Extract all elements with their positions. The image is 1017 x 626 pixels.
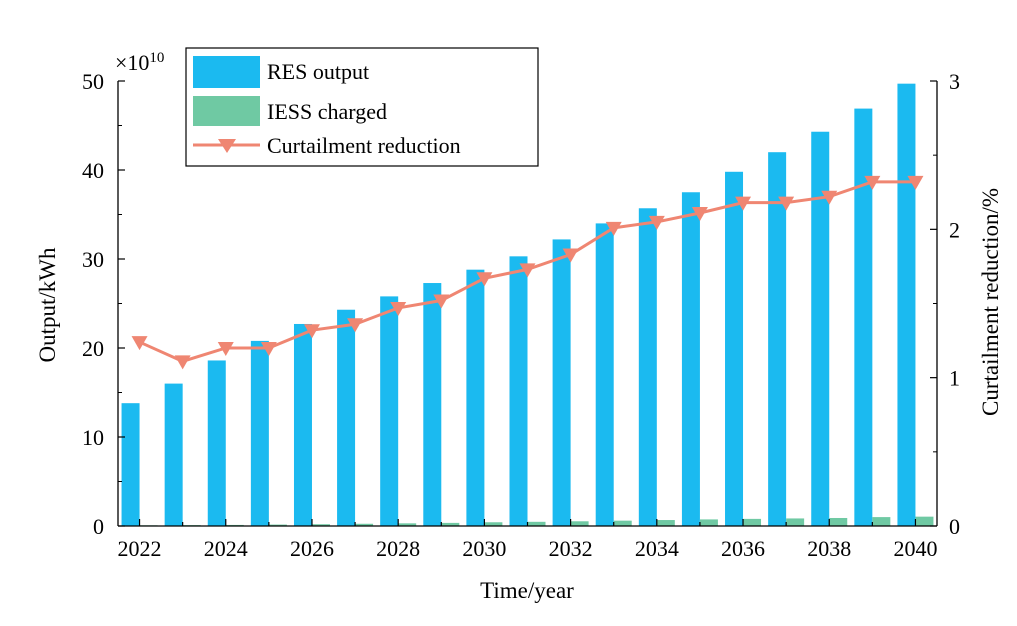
iess-charged-bar-2033	[613, 520, 632, 526]
legend-label-curtailment-reduction: Curtailment reduction	[267, 133, 461, 158]
x-tick-label-2022: 2022	[118, 536, 162, 561]
x-tick-label-2026: 2026	[290, 536, 334, 561]
iess-charged-bar-2031	[527, 521, 546, 526]
res-output-bar-2031	[509, 256, 528, 526]
curtailment-reduction-point-2036	[735, 196, 752, 211]
y-left-tick-label-30: 30	[82, 247, 104, 272]
x-tick-label-2040: 2040	[893, 536, 937, 561]
res-output-bar-2023	[164, 383, 183, 526]
curtailment-reduction-point-2029	[433, 294, 450, 309]
curtailment-reduction-point-2025	[260, 342, 277, 356]
iess-charged-bar-2028	[398, 523, 417, 526]
legend-label-iess-charged: IESS charged	[267, 99, 387, 124]
curtailment-reduction-point-2035	[691, 207, 708, 222]
x-tick-label-2034: 2034	[635, 536, 679, 561]
bars-layer	[121, 83, 934, 527]
curtailment-reduction-point-2022	[131, 336, 148, 351]
curtailment-reduction-point-2033	[605, 221, 622, 236]
iess-charged-bar-2035	[699, 519, 718, 526]
res-output-bar-2033	[595, 223, 614, 526]
curtailment-reduction-point-2030	[476, 272, 493, 287]
legend-swatch-iess-charged	[193, 96, 260, 126]
res-output-bar-2035	[681, 192, 700, 526]
res-output-bar-2026	[293, 323, 312, 526]
y-multiplier-exponent: 10	[149, 50, 164, 66]
iess-charged-bar-2039	[872, 517, 891, 526]
res-output-bar-2022	[121, 403, 140, 526]
x-tick-label-2032: 2032	[549, 536, 593, 561]
y-left-tick-label-20: 20	[82, 336, 104, 361]
y-left-tick-label-50: 50	[82, 69, 104, 94]
curtailment-reduction-point-2032	[562, 248, 579, 263]
x-tick-label-2028: 2028	[376, 536, 420, 561]
curtailment-reduction-point-2039	[864, 175, 881, 190]
iess-charged-bar-2030	[484, 522, 503, 526]
res-output-bar-2039	[854, 108, 873, 526]
y-axis-right-title: Curtailment reduction/%	[978, 188, 1003, 416]
iess-charged-bar-2032	[570, 521, 589, 526]
res-output-bar-2037	[768, 152, 787, 526]
curtailment-reduction-point-2028	[390, 301, 407, 316]
y-left-tick-label-10: 10	[82, 425, 104, 450]
res-output-bar-2025	[250, 340, 269, 526]
y-right-tick-label-2: 2	[949, 217, 960, 242]
y-axis-left-title: Output/kWh	[35, 247, 60, 362]
iess-charged-bar-2026	[311, 524, 330, 526]
y-right-tick-label-0: 0	[949, 514, 960, 539]
curtailment-reduction-point-2031	[519, 263, 536, 278]
curtailment-reduction-point-2026	[303, 324, 320, 339]
res-output-bar-2038	[811, 131, 830, 527]
curtailment-reduction-point-2038	[821, 190, 838, 205]
curtailment-reduction-point-2040	[907, 175, 924, 190]
res-output-bar-2040	[897, 83, 916, 527]
x-tick-label-2030: 2030	[462, 536, 506, 561]
iess-charged-bar-2037	[786, 518, 805, 526]
iess-charged-bar-2040	[915, 516, 934, 526]
res-output-bar-2028	[380, 296, 399, 526]
res-output-bar-2032	[552, 239, 571, 527]
x-tick-label-2036: 2036	[721, 536, 765, 561]
iess-charged-bar-2027	[355, 523, 374, 526]
y-right-tick-label-1: 1	[949, 366, 960, 391]
iess-charged-bar-2034	[656, 520, 675, 526]
iess-charged-bar-2038	[829, 517, 848, 526]
curtailment-reduction-point-2023	[174, 355, 191, 370]
curtailment-reduction-point-2027	[347, 318, 364, 333]
y-left-tick-label-40: 40	[82, 158, 104, 183]
legend-marker-curtailment	[218, 139, 236, 153]
line-layer	[131, 175, 924, 370]
iess-charged-bar-2036	[743, 518, 762, 526]
x-tick-label-2038: 2038	[807, 536, 851, 561]
res-output-bar-2036	[725, 171, 744, 526]
x-tick-label-2024: 2024	[204, 536, 248, 561]
legend: RES output IESS charged Curtailment redu…	[185, 47, 539, 167]
y-right-tick-label-3: 3	[949, 69, 960, 94]
legend-swatch-res-output	[193, 56, 260, 88]
legend-label-res-output: RES output	[267, 59, 369, 84]
iess-charged-bar-2029	[441, 522, 460, 526]
res-output-bar-2024	[207, 360, 226, 526]
x-axis-title: Time/year	[480, 578, 574, 603]
res-output-bar-2027	[337, 309, 356, 526]
res-output-bar-2029	[423, 283, 442, 526]
curtailment-reduction-point-2024	[217, 342, 234, 356]
curtailment-reduction-point-2037	[778, 196, 795, 211]
iess-charged-bar-2025	[268, 524, 287, 526]
curtailment-reduction-point-2034	[648, 215, 665, 230]
y-multiplier-label: ×1010	[115, 50, 164, 75]
y-left-tick-label-0: 0	[93, 514, 104, 539]
res-output-bar-2034	[638, 208, 657, 526]
res-output-bar-2030	[466, 269, 485, 526]
